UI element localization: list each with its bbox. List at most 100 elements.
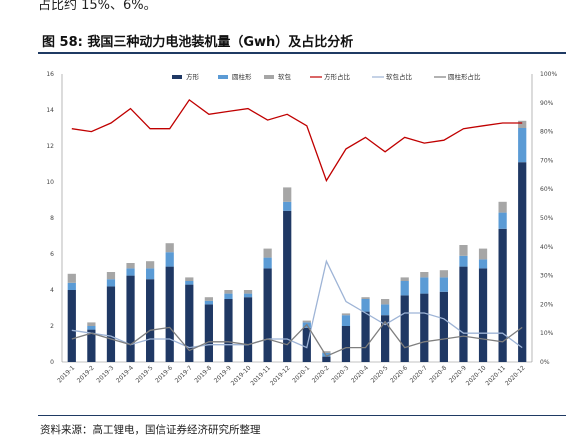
bar-segment bbox=[420, 272, 429, 278]
bar-segment bbox=[518, 128, 527, 163]
bar-segment bbox=[243, 293, 253, 298]
bar-segment bbox=[224, 290, 233, 294]
legend-label: 方形 bbox=[186, 72, 200, 81]
bar-segment bbox=[498, 228, 507, 362]
bar-segment bbox=[302, 320, 311, 323]
bar-segment bbox=[518, 120, 527, 128]
bar-segment bbox=[106, 279, 116, 287]
bar-segment bbox=[381, 304, 390, 316]
bar-segment bbox=[341, 315, 351, 326]
bar-segment bbox=[439, 291, 448, 362]
y2-tick-label: 30% bbox=[540, 273, 554, 280]
series-line bbox=[71, 320, 523, 358]
y2-tick-label: 90% bbox=[540, 100, 554, 107]
legend-swatch bbox=[218, 75, 228, 79]
bar-segment bbox=[283, 210, 292, 362]
legend-swatch bbox=[172, 75, 182, 79]
x-tick-label: 2019-6 bbox=[154, 364, 174, 384]
x-tick-label: 2020-10 bbox=[465, 364, 488, 387]
bar-segment bbox=[498, 212, 507, 229]
x-tick-label: 2019-4 bbox=[115, 364, 135, 384]
x-tick-label: 2019-11 bbox=[249, 364, 272, 387]
source-note: 资料来源：高工锂电，国信证券经济研究所整理 bbox=[40, 424, 261, 436]
bar-segment bbox=[126, 275, 135, 362]
y2-tick-label: 40% bbox=[540, 244, 554, 251]
y-tick-label: 0 bbox=[50, 359, 54, 366]
bar-segment bbox=[478, 248, 488, 260]
x-tick-label: 2019-7 bbox=[174, 364, 194, 384]
bar-segment bbox=[361, 299, 370, 312]
x-tick-label: 2019-8 bbox=[193, 364, 213, 384]
bar-segment bbox=[106, 286, 116, 362]
bar-segment bbox=[204, 304, 213, 362]
bar-segment bbox=[106, 272, 116, 280]
bar-segment bbox=[185, 277, 194, 281]
bar-segment bbox=[263, 248, 272, 258]
bar-segment bbox=[243, 290, 253, 294]
bar-segment bbox=[67, 273, 76, 283]
legend-label: 软包占比 bbox=[386, 72, 413, 81]
y-tick-label: 14 bbox=[46, 107, 54, 114]
bar-segment bbox=[126, 268, 135, 276]
y2-tick-label: 10% bbox=[540, 330, 554, 337]
bar-segment bbox=[498, 201, 507, 213]
bar-segment bbox=[165, 252, 174, 267]
bar-segment bbox=[87, 329, 96, 362]
bar-segment bbox=[439, 270, 448, 278]
bar-segment bbox=[146, 268, 155, 280]
x-tick-label: 2019-2 bbox=[76, 364, 96, 384]
bar-segment bbox=[459, 245, 468, 256]
bar-segment bbox=[400, 295, 409, 362]
y2-tick-label: 50% bbox=[540, 215, 554, 222]
x-tick-label: 2020-4 bbox=[350, 364, 370, 384]
x-tick-label: 2020-3 bbox=[330, 364, 350, 384]
y-tick-label: 16 bbox=[46, 71, 54, 78]
bar-segment bbox=[459, 255, 468, 267]
bar-segment bbox=[381, 299, 390, 305]
bar-segment bbox=[263, 257, 272, 269]
bar-segment bbox=[400, 277, 409, 281]
bar-segment bbox=[185, 281, 194, 285]
figure-title-bar: 图 58: 我国三种动力电池装机量（Gwh）及占比分析 bbox=[38, 30, 566, 54]
footer-rule bbox=[38, 415, 566, 416]
bar-segment bbox=[87, 322, 96, 326]
bar-segment bbox=[224, 299, 233, 362]
bar-segment bbox=[146, 261, 155, 269]
y-tick-label: 4 bbox=[50, 287, 54, 294]
bar-segment bbox=[361, 297, 370, 299]
legend-label: 软包 bbox=[278, 72, 292, 81]
bar-segment bbox=[224, 293, 233, 299]
x-tick-label: 2020-8 bbox=[428, 364, 448, 384]
bar-segment bbox=[322, 351, 331, 353]
bar-segment bbox=[126, 263, 135, 269]
y2-tick-label: 60% bbox=[540, 186, 554, 193]
x-tick-label: 2020-7 bbox=[409, 364, 429, 384]
x-tick-label: 2020-12 bbox=[504, 364, 527, 387]
x-tick-label: 2019-10 bbox=[230, 364, 253, 387]
bar-segment bbox=[518, 162, 527, 362]
bar-segment bbox=[459, 266, 468, 362]
x-tick-label: 2019-5 bbox=[135, 364, 155, 384]
bar-segment bbox=[420, 293, 429, 362]
y-tick-label: 12 bbox=[46, 143, 54, 150]
y2-tick-label: 20% bbox=[540, 301, 554, 308]
bar-segment bbox=[381, 315, 390, 362]
y2-tick-label: 70% bbox=[540, 157, 554, 164]
series-line bbox=[71, 98, 523, 183]
legend-label: 方形占比 bbox=[324, 72, 351, 81]
y2-tick-label: 100% bbox=[540, 71, 557, 78]
y-tick-label: 10 bbox=[46, 179, 54, 186]
y-tick-label: 2 bbox=[50, 323, 54, 330]
y-tick-label: 8 bbox=[50, 215, 54, 222]
figure-title: 图 58: 我国三种动力电池装机量（Gwh）及占比分析 bbox=[42, 35, 354, 50]
bar-segment bbox=[322, 356, 331, 362]
x-tick-label: 2020-2 bbox=[311, 364, 331, 384]
bar-segment bbox=[185, 284, 194, 362]
bar-segment bbox=[400, 281, 409, 296]
bar-segment bbox=[204, 297, 213, 301]
title-rule bbox=[38, 52, 566, 54]
bar-segment bbox=[67, 282, 76, 290]
legend-swatch bbox=[264, 75, 274, 79]
bar-segment bbox=[478, 268, 488, 362]
